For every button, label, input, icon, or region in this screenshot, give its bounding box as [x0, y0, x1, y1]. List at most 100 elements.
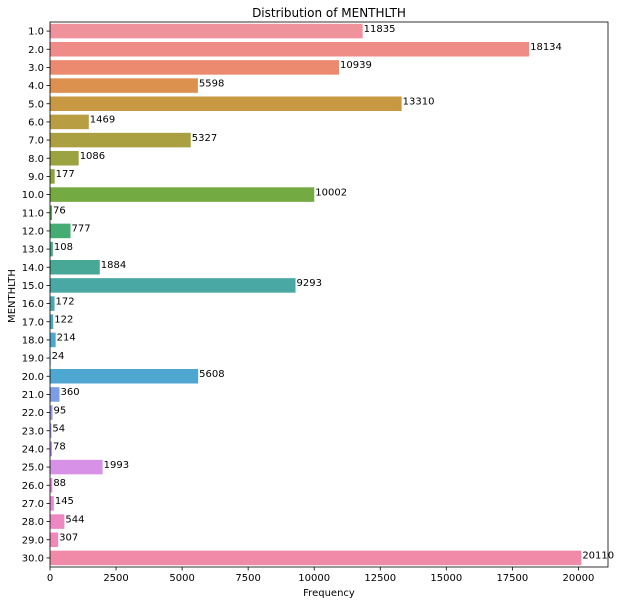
y-tick-label-24.0: 24.0 — [22, 444, 44, 455]
bar-8.0 — [50, 150, 79, 166]
bar-25.0 — [50, 459, 103, 475]
y-tick-label-10.0: 10.0 — [22, 190, 44, 201]
value-label-3.0: 10939 — [340, 60, 372, 71]
value-label-20.0: 5608 — [199, 369, 224, 380]
bar-26.0 — [50, 477, 53, 493]
bar-23.0 — [50, 423, 52, 439]
x-tick-label-20000: 20000 — [563, 573, 595, 584]
bar-29.0 — [50, 532, 59, 548]
y-tick-label-22.0: 22.0 — [22, 408, 44, 419]
x-tick-label-17500: 17500 — [496, 573, 528, 584]
value-label-22.0: 95 — [54, 405, 67, 416]
value-label-29.0: 307 — [59, 532, 78, 543]
plot-frame — [49, 21, 609, 568]
bar-15.0 — [50, 278, 296, 293]
x-tick-label-15000: 15000 — [430, 573, 462, 584]
y-tick-label-26.0: 26.0 — [22, 481, 44, 492]
y-tick-label-9.0: 9.0 — [28, 172, 44, 183]
y-tick-label-19.0: 19.0 — [22, 354, 44, 365]
y-tick-label-11.0: 11.0 — [22, 208, 44, 219]
bar-13.0 — [50, 241, 53, 257]
value-label-5.0: 13310 — [403, 96, 435, 107]
bar-1.0 — [50, 23, 363, 39]
x-tick-label-0: 0 — [47, 573, 53, 584]
bar-5.0 — [50, 96, 402, 112]
value-label-1.0: 11835 — [364, 24, 396, 35]
value-label-14.0: 1884 — [101, 260, 126, 271]
y-tick-label-2.0: 2.0 — [28, 45, 44, 56]
value-label-24.0: 78 — [53, 442, 66, 453]
y-tick-label-8.0: 8.0 — [28, 154, 44, 165]
y-tick-label-27.0: 27.0 — [22, 499, 44, 510]
bar-4.0 — [50, 78, 198, 93]
value-label-19.0: 24 — [52, 351, 65, 362]
bar-20.0 — [50, 368, 199, 384]
value-label-18.0: 214 — [57, 333, 76, 344]
y-tick-label-15.0: 15.0 — [22, 281, 44, 292]
value-label-16.0: 172 — [56, 296, 75, 307]
bar-16.0 — [50, 296, 55, 311]
y-tick-label-28.0: 28.0 — [22, 517, 44, 528]
bar-12.0 — [50, 223, 71, 239]
value-label-21.0: 360 — [61, 387, 80, 398]
x-axis-label: Frequency — [303, 588, 355, 599]
bar-14.0 — [50, 259, 100, 275]
y-tick-label-14.0: 14.0 — [22, 263, 44, 274]
value-label-17.0: 122 — [54, 314, 73, 325]
value-label-6.0: 1469 — [90, 115, 115, 126]
bar-22.0 — [50, 405, 53, 420]
y-tick-label-25.0: 25.0 — [22, 463, 44, 474]
y-tick-label-18.0: 18.0 — [22, 335, 44, 346]
x-tick-label-5000: 5000 — [169, 573, 194, 584]
bar-17.0 — [50, 314, 54, 330]
value-label-4.0: 5598 — [199, 78, 224, 89]
bar-21.0 — [50, 387, 60, 402]
x-tick-label-2500: 2500 — [103, 573, 128, 584]
y-tick-label-7.0: 7.0 — [28, 136, 44, 147]
value-label-11.0: 76 — [53, 205, 66, 216]
bar-28.0 — [50, 514, 65, 529]
y-tick-label-29.0: 29.0 — [22, 535, 44, 546]
value-label-12.0: 777 — [72, 224, 91, 235]
value-label-13.0: 108 — [54, 242, 73, 253]
value-label-26.0: 88 — [53, 478, 66, 489]
y-axis-label: MENTHLTH — [7, 269, 18, 323]
bar-9.0 — [50, 169, 55, 184]
bar-10.0 — [50, 187, 315, 202]
value-label-25.0: 1993 — [104, 460, 129, 471]
y-tick-label-1.0: 1.0 — [28, 27, 44, 38]
bar-30.0 — [50, 550, 582, 566]
y-tick-label-21.0: 21.0 — [22, 390, 44, 401]
value-label-28.0: 544 — [65, 514, 84, 525]
y-tick-label-4.0: 4.0 — [28, 81, 44, 92]
value-label-10.0: 10002 — [315, 187, 347, 198]
value-label-27.0: 145 — [55, 496, 74, 507]
y-tick-label-16.0: 16.0 — [22, 299, 44, 310]
value-label-9.0: 177 — [56, 169, 75, 180]
value-label-2.0: 18134 — [530, 42, 562, 53]
y-tick-label-13.0: 13.0 — [22, 245, 44, 256]
x-tick-label-12500: 12500 — [364, 573, 396, 584]
y-tick-label-17.0: 17.0 — [22, 317, 44, 328]
value-label-30.0: 20110 — [582, 551, 614, 562]
y-axis-ticks: 1.0 2.0 3.0 4.0 5.0 6.0 7.0 8.0 9.0 10.0 11.0 12.0 1… — [22, 27, 50, 564]
chart-title: Distribution of MENTHLTH — [252, 6, 406, 20]
bar-6.0 — [50, 114, 89, 130]
x-axis-ticks: 0 2500 5000 7500 10000 12500 15000 17500 20000 — [47, 567, 595, 584]
bar-11.0 — [50, 205, 53, 221]
value-label-7.0: 5327 — [192, 133, 217, 144]
bar-2.0 — [50, 41, 530, 57]
y-tick-label-20.0: 20.0 — [22, 372, 44, 383]
x-tick-label-7500: 7500 — [235, 573, 260, 584]
value-label-8.0: 1086 — [80, 151, 105, 162]
x-tick-label-10000: 10000 — [298, 573, 330, 584]
value-label-23.0: 54 — [52, 423, 65, 434]
y-tick-label-23.0: 23.0 — [22, 426, 44, 437]
y-tick-label-6.0: 6.0 — [28, 117, 44, 128]
y-tick-label-12.0: 12.0 — [22, 226, 44, 237]
y-tick-label-5.0: 5.0 — [28, 99, 44, 110]
bar-27.0 — [50, 496, 54, 511]
bar-7.0 — [50, 132, 191, 148]
